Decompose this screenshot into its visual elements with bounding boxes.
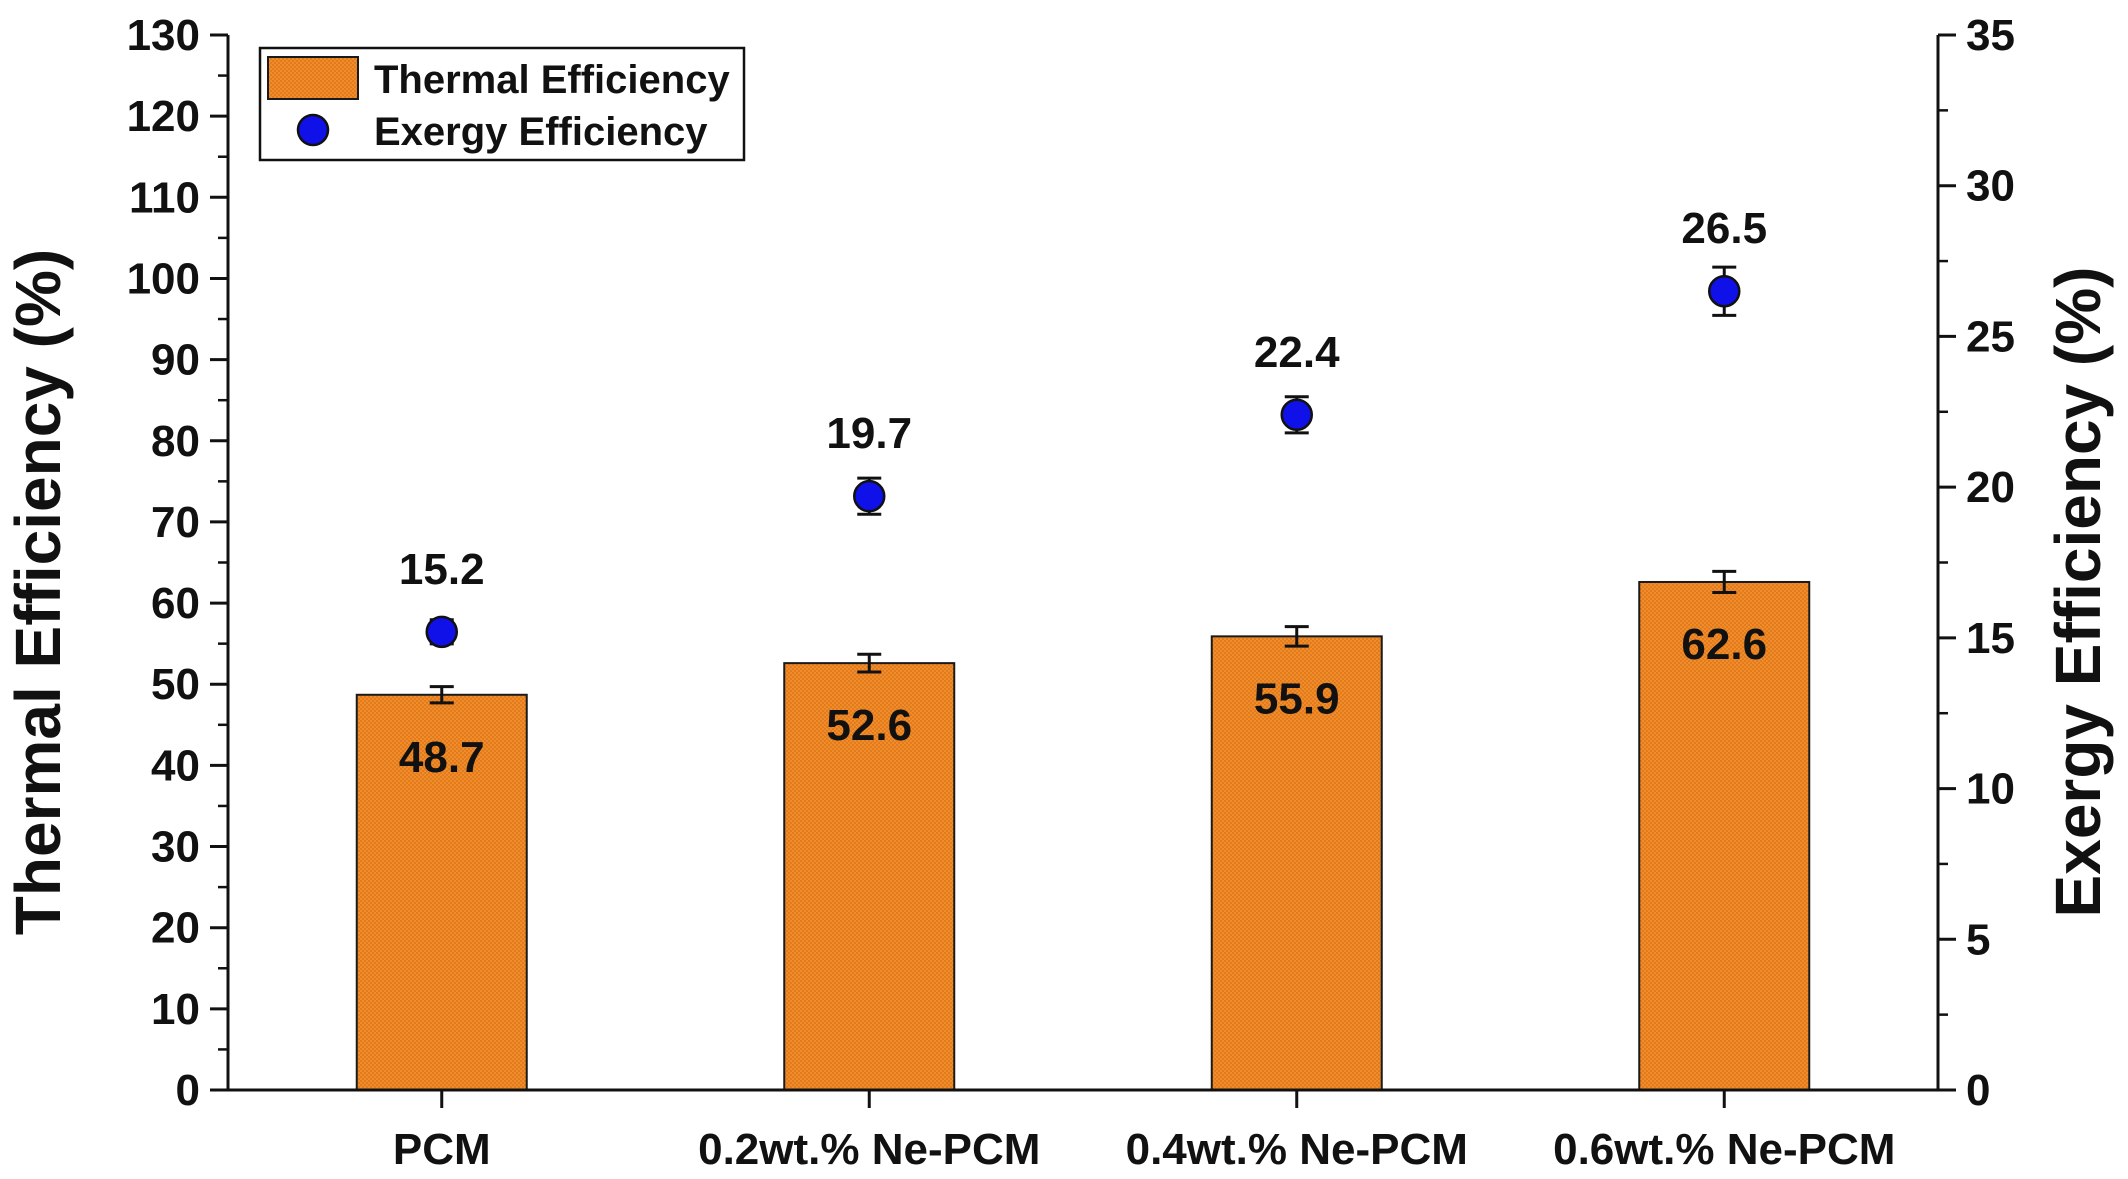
y2-axis-tick-label: 10 [1966,765,2015,814]
y-axis-tick-label: 60 [151,579,200,628]
y-axis-tick-label: 120 [127,92,200,141]
y2-axis-tick-label: 5 [1966,915,1990,964]
y2-axis-title: Exergy Efficiency (%) [2042,267,2114,918]
y-axis-tick-label: 80 [151,417,200,466]
exergy-efficiency-point [1708,274,1741,308]
y2-axis-tick-label: 20 [1966,463,2015,512]
legend-bar-swatch [267,56,359,100]
legend-marker-swatch [296,113,330,147]
y-axis-tick-label: 130 [127,11,200,60]
points-layer: 15.2 19.7 22.4 26.5 [399,204,1767,649]
bar-value-label: 55.9 [1254,674,1340,723]
y-axis-tick-label: 10 [151,985,200,1034]
y-axis-tick-label: 100 [127,254,200,303]
bar-value-label: 48.7 [399,733,485,782]
x-axis-category-label: PCM [393,1125,491,1174]
point-value-label: 22.4 [1254,328,1340,377]
point-value-label: 19.7 [826,409,912,458]
exergy-efficiency-point [853,479,886,513]
y2-axis-tick-label: 0 [1966,1066,1990,1115]
legend-label-exergy: Exergy Efficiency [374,110,708,154]
bar-thermal-efficiency [1210,635,1383,1091]
bar-thermal-efficiency [355,693,528,1091]
y-axis-tick-label: 110 [129,173,200,222]
y-axis-tick-label: 70 [151,498,200,547]
y-axis-tick-label: 90 [151,336,200,385]
x-axis-category-label: 0.4wt.% Ne-PCM [1126,1125,1468,1174]
y-axis-tick-label: 0 [176,1066,200,1115]
y2-axis-tick-label: 35 [1966,11,2015,60]
point-value-label: 15.2 [399,545,485,594]
legend: Thermal Efficiency Exergy Efficiency [258,46,746,162]
y2-axis-tick-label: 15 [1966,614,2015,663]
y-axis-tick-label: 40 [151,741,200,790]
bar-value-label: 52.6 [826,701,912,750]
legend-label-thermal: Thermal Efficiency [374,58,730,102]
y-axis-title: Thermal Efficiency (%) [2,249,74,935]
x-axis-category-label: 0.2wt.% Ne-PCM [698,1125,1040,1174]
y-axis-tick-label: 30 [151,823,200,872]
point-value-label: 26.5 [1681,204,1767,253]
exergy-efficiency-point [1280,398,1313,432]
exergy-efficiency-point [425,615,458,649]
axes-layer: 0 10 20 30 40 50 60 70 80 90 100 110 120 130 0 5 10 15 20 2… [127,11,2015,1174]
bar-value-label: 62.6 [1681,620,1767,669]
x-axis-category-label: 0.6wt.% Ne-PCM [1553,1125,1895,1174]
y-axis-tick-label: 50 [151,660,200,709]
y2-axis-tick-label: 25 [1966,312,2015,361]
y-axis-tick-label: 20 [151,904,200,953]
y2-axis-tick-label: 30 [1966,162,2015,211]
bars-layer: 48.7 52.6 55.9 62.6 [355,569,1811,1092]
